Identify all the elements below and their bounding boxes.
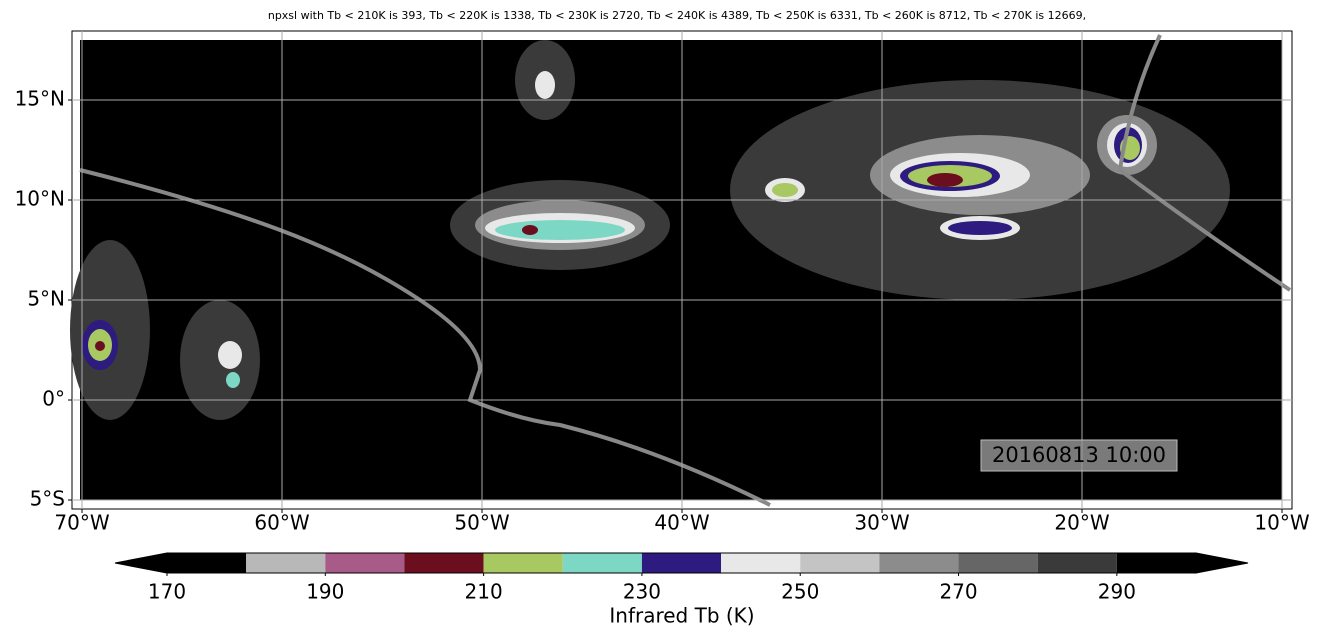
colorbar-segment <box>246 553 326 573</box>
y-tick-label: 5°S <box>30 487 65 511</box>
colorbar-segment <box>167 553 247 573</box>
colorbar-extend-min <box>114 552 168 574</box>
colorbar-segment <box>404 553 484 573</box>
y-tick-label: 15°N <box>15 87 65 111</box>
border <box>1117 34 1292 292</box>
colorbar-segment <box>721 553 801 573</box>
colorbar-tick-label: 210 <box>465 580 503 604</box>
coastline <box>79 168 771 507</box>
colorbar-tick-label: 190 <box>306 580 344 604</box>
x-tick-label: 30°W <box>854 511 909 535</box>
colorbar-extend-max <box>1195 552 1249 574</box>
colorbar-tick-label: 270 <box>939 580 977 604</box>
colorbar-segment <box>1037 553 1117 573</box>
colorbar-tick-label: 290 <box>1098 580 1136 604</box>
x-tick-label: 10°W <box>1254 511 1309 535</box>
x-tick-label: 50°W <box>454 511 509 535</box>
colorbar-tick-label: 170 <box>148 580 186 604</box>
y-tick-label: 5°N <box>27 287 65 311</box>
x-tick-label: 20°W <box>1054 511 1109 535</box>
colorbar-segment <box>562 553 642 573</box>
x-tick-label: 40°W <box>654 511 709 535</box>
colorbar-tick-label: 250 <box>781 580 819 604</box>
annotation-box <box>980 439 1178 472</box>
colorbar-segment <box>800 553 880 573</box>
colorbar-label: Infrared Tb (K) <box>609 604 754 628</box>
colorbar-outline <box>166 552 1197 574</box>
colorbar-tick-label: 230 <box>623 580 661 604</box>
x-tick-label: 70°W <box>54 511 109 535</box>
y-tick-label: 0° <box>42 387 65 411</box>
colorbar-segment <box>641 553 722 573</box>
timestamp: 20160813 10:00 <box>992 443 1166 467</box>
cloud-field <box>70 40 1230 420</box>
colorbar-segment <box>1116 553 1196 573</box>
colorbar-segment <box>325 553 405 573</box>
map-title: npxsl with Tb < 210K is 393, Tb < 220K i… <box>268 9 1086 22</box>
colorbar-segment <box>879 553 959 573</box>
y-tick-label: 10°N <box>15 187 65 211</box>
colorbar-segment <box>483 553 563 573</box>
x-tick-label: 60°W <box>254 511 309 535</box>
colorbar-segment <box>958 553 1038 573</box>
